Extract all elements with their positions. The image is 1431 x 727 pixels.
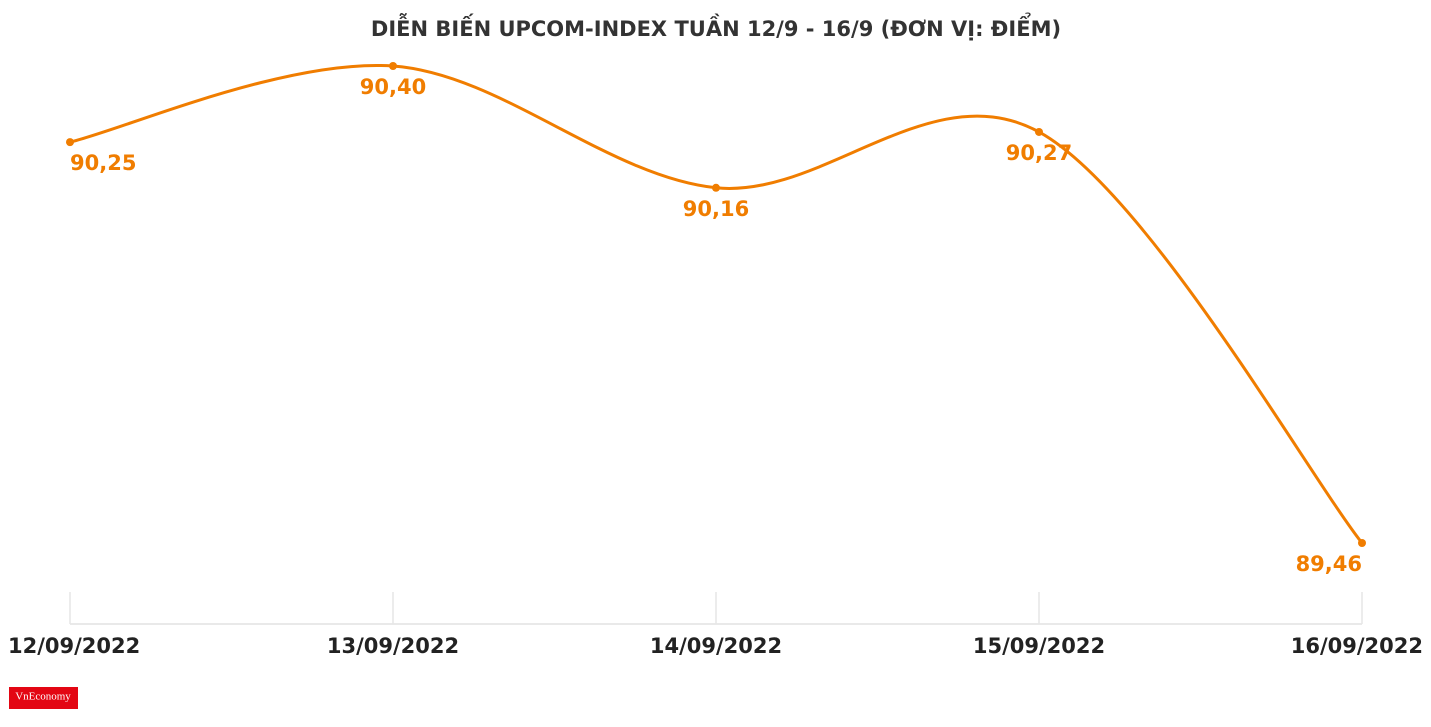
value-label: 90,40 bbox=[360, 75, 426, 99]
point bbox=[389, 62, 397, 70]
x-tick-label: 13/09/2022 bbox=[327, 634, 459, 658]
x-tick-label: 12/09/2022 bbox=[8, 634, 140, 658]
point bbox=[1358, 539, 1366, 547]
logo-box bbox=[9, 687, 78, 709]
value-label: 89,46 bbox=[1296, 552, 1362, 576]
value-label: 90,27 bbox=[1006, 141, 1072, 165]
line bbox=[69, 63, 1364, 544]
x-tick-label: 16/09/2022 bbox=[1291, 634, 1423, 658]
x-tick-label: 14/09/2022 bbox=[650, 634, 782, 658]
point bbox=[66, 138, 74, 147]
x-tick-label: 15/09/2022 bbox=[973, 634, 1105, 658]
point bbox=[712, 183, 720, 192]
point bbox=[1035, 127, 1043, 136]
value-label: 90,16 bbox=[683, 197, 749, 221]
logo: VnEconomy bbox=[15, 691, 71, 703]
chart-title: DIỄN BIẾN UPCOM-INDEX TUẦN 12/9 - 16/9 (… bbox=[371, 13, 1061, 41]
value-label: 90,25 bbox=[70, 151, 136, 175]
